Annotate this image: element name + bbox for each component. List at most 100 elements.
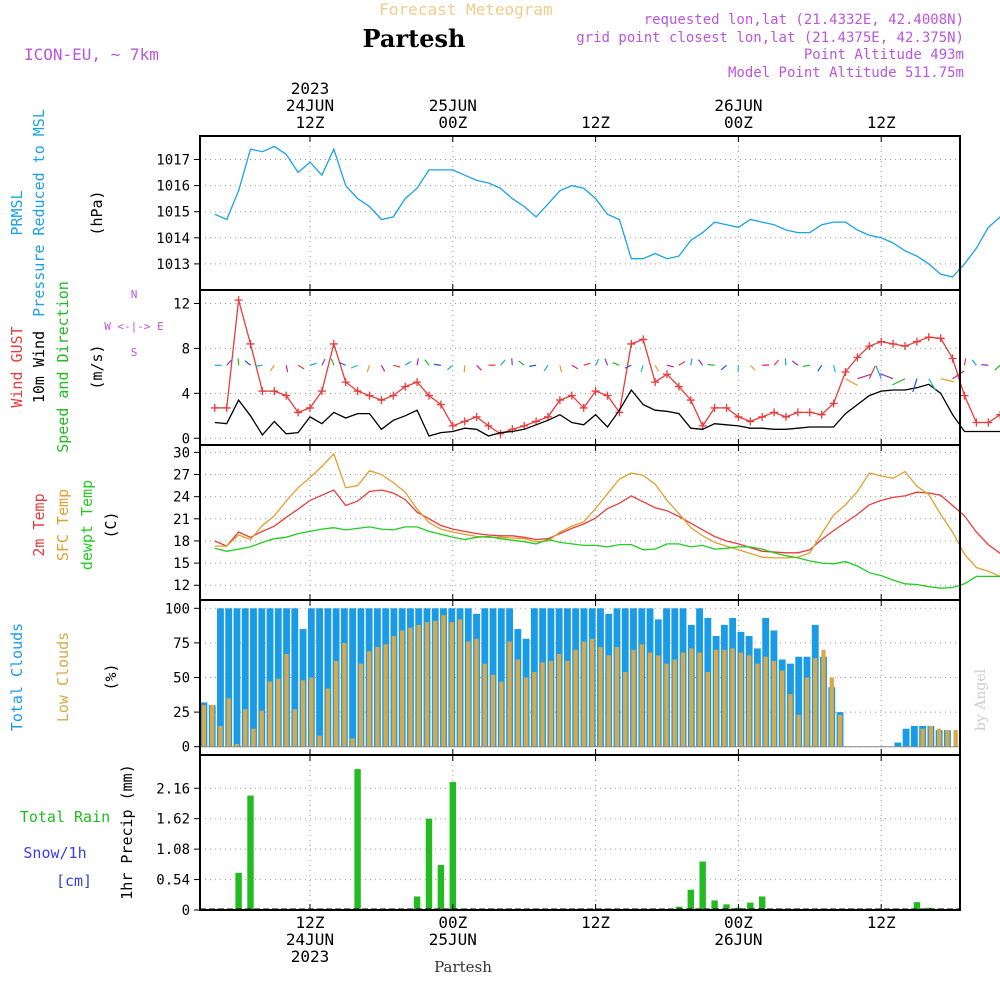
wind-arrow [666, 364, 674, 368]
model-name: ICON-EU, ~ 7km [24, 45, 159, 64]
low-cloud-bar [937, 728, 942, 747]
gust-marker [484, 421, 493, 430]
panel-label: Snow/1h [23, 844, 86, 862]
wind-arrow [802, 364, 810, 368]
wind-arrow [720, 364, 727, 371]
total-cloud-bar [894, 742, 902, 747]
low-cloud-bar [449, 622, 454, 747]
gust-marker [436, 400, 445, 409]
bottom-time-label: 2023 [291, 947, 330, 966]
gust-marker [889, 339, 898, 348]
low-cloud-bar [796, 714, 801, 747]
total-cloud-bar [349, 608, 357, 747]
gust-marker [603, 391, 612, 400]
wind-arrow [640, 365, 644, 373]
gust-marker [258, 387, 267, 396]
low-cloud-bar [565, 660, 570, 747]
gust-marker [210, 403, 219, 412]
wind-arrow [654, 364, 660, 372]
gust-marker [924, 333, 933, 342]
y-tick-label: 1.08 [156, 842, 190, 858]
compass-label: S [131, 346, 138, 359]
gust-marker [782, 412, 790, 421]
wind-arrow [952, 370, 965, 380]
total-cloud-bar [225, 608, 233, 747]
rain-bar [747, 902, 754, 910]
low-cloud-bar [333, 660, 339, 747]
low-cloud-bar [210, 705, 215, 747]
low-cloud-bar [606, 655, 611, 747]
panel-label: 10m Wind [30, 331, 48, 403]
wind-arrow [678, 360, 686, 366]
low-cloud-bar [243, 709, 248, 747]
low-cloud-bar [251, 728, 256, 747]
low-cloud-bar [523, 677, 529, 747]
top-time-label: 12Z [867, 113, 896, 132]
gust-marker [222, 403, 231, 412]
total-cloud-bar [266, 608, 274, 747]
y-tick-label: 0.54 [156, 873, 190, 889]
y-tick-label: 4 [182, 386, 190, 402]
gust-marker [936, 334, 945, 343]
panel-label: Wind GUST [8, 326, 26, 407]
low-cloud-bar [548, 660, 554, 747]
low-cloud-bar [441, 615, 446, 747]
wind-arrow [476, 364, 482, 371]
low-cloud-bar [928, 725, 934, 747]
gust-marker [401, 382, 410, 391]
compass-label: W <-|-> E [104, 320, 164, 333]
gust-marker [698, 421, 707, 430]
low-cloud-bar [309, 677, 314, 747]
compass-label: N [131, 288, 138, 301]
wind-arrow [499, 359, 506, 366]
low-cloud-bar [945, 730, 950, 747]
low-cloud-bar [466, 641, 471, 747]
wind-arrow [339, 361, 346, 366]
gust-marker [639, 335, 648, 344]
wind-arrow [875, 365, 882, 379]
y-tick-label: 18 [173, 534, 190, 550]
gust-marker [317, 387, 326, 396]
y-tick-label: 0 [182, 431, 190, 447]
gust-marker [901, 342, 909, 351]
y-tick-label: 1017 [156, 152, 190, 168]
low-cloud-bar [713, 649, 719, 747]
panel-label: (hPa) [88, 190, 106, 235]
rain-bar [687, 889, 694, 910]
low-cloud-bar [457, 619, 463, 747]
low-cloud-bar [813, 658, 818, 747]
wind-arrow [791, 360, 799, 366]
wind-arrow [784, 358, 787, 366]
panel-label: (m/s) [88, 344, 106, 389]
total-cloud-bar [250, 608, 257, 747]
rain-bar [675, 906, 683, 910]
wind-arrow [912, 378, 918, 393]
y-tick-label: 1015 [156, 205, 190, 221]
panel-label: [cm] [56, 872, 92, 890]
low-cloud-bar [540, 662, 545, 747]
gust-marker [746, 417, 755, 426]
wind-arrow [707, 363, 715, 366]
wind-arrow [879, 373, 894, 380]
total-cloud-bar [795, 656, 803, 747]
low-cloud-bar [424, 622, 430, 747]
wind-arrow [447, 364, 454, 371]
gust-marker [520, 421, 529, 430]
point-altitude: Point Altitude 493m [804, 47, 964, 63]
low-cloud-bar [614, 647, 620, 747]
gust-marker [663, 370, 671, 379]
top-time-label: 00Z [438, 113, 467, 132]
wind-arrow [817, 364, 823, 372]
y-tick-label: 21 [173, 512, 190, 528]
y-tick-label: 2.16 [156, 781, 190, 797]
low-cloud-bar [267, 681, 273, 747]
low-cloud-bar [623, 671, 628, 747]
y-tick-label: 25 [173, 705, 190, 721]
panel-label: dewpt Temp [78, 480, 96, 570]
wind-arrow [518, 360, 525, 366]
y-tick-label: 30 [173, 445, 190, 461]
gust-marker [425, 391, 433, 400]
low-cloud-bar [276, 678, 281, 747]
low-cloud-bar [590, 638, 595, 747]
